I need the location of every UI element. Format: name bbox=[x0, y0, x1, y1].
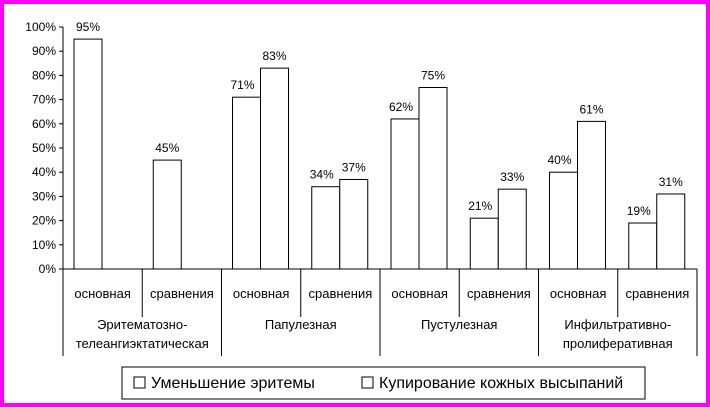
data-label: 40% bbox=[547, 153, 571, 167]
group-label: Папулезная bbox=[265, 317, 337, 332]
data-label: 95% bbox=[76, 20, 100, 34]
subcategory-label: основная bbox=[233, 286, 290, 301]
y-tick-label: 30% bbox=[32, 189, 56, 203]
data-label: 45% bbox=[155, 141, 179, 155]
group-label: телеангиэктатическая bbox=[76, 336, 209, 351]
bar-erythema-4 bbox=[390, 118, 420, 270]
data-label: 33% bbox=[500, 170, 524, 184]
bar-erythema-5 bbox=[469, 217, 499, 270]
group-label: Инфильтративно- bbox=[564, 317, 671, 332]
bar-rash-2 bbox=[260, 67, 289, 270]
legend-swatch-erythema bbox=[133, 376, 146, 389]
bar-erythema-0 bbox=[73, 38, 103, 270]
bar-chart: 0% 10% 20% 30% 40% 50% 60% 70% 80% 90% 100% 95% 45% 7… bbox=[25, 20, 698, 400]
y-tick-label: 60% bbox=[32, 117, 56, 131]
data-label: 37% bbox=[342, 160, 366, 174]
y-tick-label: 80% bbox=[32, 68, 56, 82]
y-tick-label: 50% bbox=[32, 141, 56, 155]
subcategory-label: основная bbox=[550, 286, 607, 301]
legend-box bbox=[121, 366, 646, 400]
data-label: 71% bbox=[230, 78, 254, 92]
subcategory-label: сравнения bbox=[308, 286, 372, 301]
bar-rash-6 bbox=[577, 120, 606, 270]
data-label: 75% bbox=[421, 69, 445, 83]
y-tick-label: 90% bbox=[32, 44, 56, 58]
data-label: 19% bbox=[627, 204, 651, 218]
data-label: 83% bbox=[262, 49, 286, 63]
subcategory-label: сравнения bbox=[150, 286, 214, 301]
y-tick-label: 0% bbox=[39, 262, 57, 276]
subcategory-label: сравнения bbox=[467, 286, 531, 301]
bar-rash-4 bbox=[418, 87, 448, 270]
data-label: 62% bbox=[389, 100, 413, 114]
y-tick-label: 10% bbox=[32, 238, 56, 252]
group-label: Эритематозно- bbox=[97, 317, 187, 332]
y-tick-label: 40% bbox=[32, 165, 56, 179]
subcategory-label: основная bbox=[74, 286, 131, 301]
group-label: пролиферативная bbox=[563, 336, 673, 351]
data-label: 21% bbox=[468, 199, 492, 213]
data-label: 31% bbox=[659, 175, 683, 189]
y-tick-label: 70% bbox=[32, 93, 56, 107]
bar-erythema-7 bbox=[628, 222, 658, 270]
y-tick-label: 100% bbox=[25, 20, 56, 34]
bar-rash-7 bbox=[656, 193, 686, 270]
bar-erythema-3 bbox=[311, 186, 341, 270]
bar-erythema-6 bbox=[549, 171, 578, 270]
bar-rash-3 bbox=[339, 178, 369, 270]
group-label: Пустулезная bbox=[421, 317, 497, 332]
data-label: 61% bbox=[579, 102, 603, 116]
legend-swatch-rash bbox=[361, 376, 374, 389]
bar-erythema-1 bbox=[152, 159, 182, 270]
legend-label-rash: Купирование кожных высыпаний bbox=[379, 375, 623, 392]
subcategory-label: основная bbox=[391, 286, 448, 301]
y-tick-label: 20% bbox=[32, 214, 56, 228]
data-label: 34% bbox=[310, 168, 334, 182]
subcategory-label: сравнения bbox=[625, 286, 689, 301]
bar-erythema-2 bbox=[232, 96, 261, 270]
bar-rash-5 bbox=[497, 188, 527, 270]
legend-label-erythema: Уменьшение эритемы bbox=[151, 375, 315, 392]
